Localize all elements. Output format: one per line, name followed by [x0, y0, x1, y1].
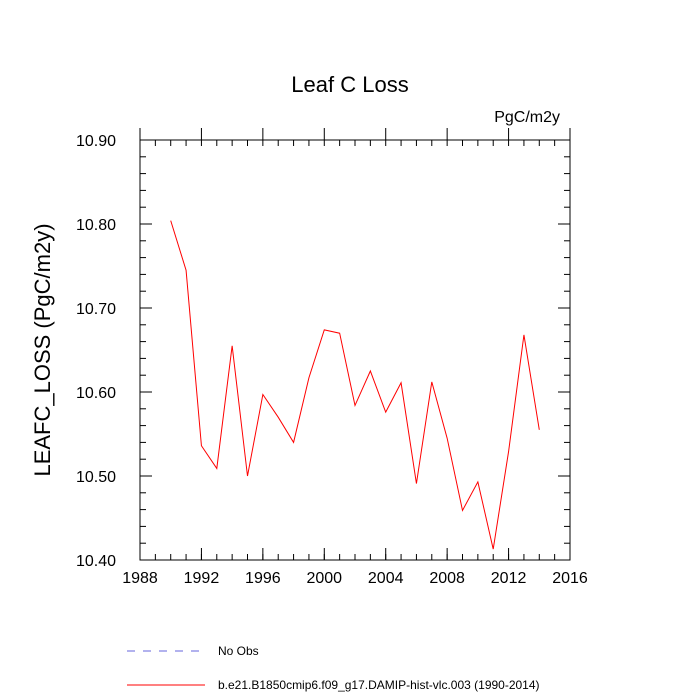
axes: 1988 1992 1996 2000 2004 2008 2012 2016 10.40 10.…: [76, 128, 588, 587]
data-point: [261, 393, 264, 396]
y-tick-label: 10.50: [76, 469, 116, 486]
legend-label: No Obs: [218, 644, 259, 658]
data-point: [338, 332, 341, 335]
x-tick-label: 1992: [184, 570, 220, 587]
series-line: [170, 220, 540, 550]
data-point: [246, 475, 249, 478]
x-tick-label: 2008: [429, 570, 465, 587]
data-point: [215, 467, 218, 470]
units-label: PgC/m2y: [494, 109, 560, 126]
chart-title: Leaf C Loss: [291, 72, 408, 97]
data-point: [476, 480, 479, 483]
data-point: [446, 437, 449, 440]
data-point: [461, 509, 464, 512]
series-layer: [169, 219, 541, 551]
x-tick-label: 2016: [552, 570, 588, 587]
y-tick-label: 10.40: [76, 553, 116, 570]
data-point: [369, 370, 372, 373]
data-point: [492, 548, 495, 551]
data-point: [538, 428, 541, 431]
plot-frame: [139, 139, 571, 561]
x-tick-label: 2004: [368, 570, 404, 587]
y-tick-label: 10.60: [76, 385, 116, 402]
data-point: [200, 444, 203, 447]
data-point: [323, 328, 326, 331]
data-point: [384, 411, 387, 414]
data-point: [307, 376, 310, 379]
data-point: [277, 416, 280, 419]
x-tick-label: 2000: [306, 570, 342, 587]
y-tick-label: 10.70: [76, 301, 116, 318]
data-point: [354, 404, 357, 407]
data-point: [522, 333, 525, 336]
data-point: [415, 482, 418, 485]
data-point: [169, 219, 172, 222]
data-point: [507, 450, 510, 453]
x-tick-label: 2012: [491, 570, 527, 587]
y-tick-label: 10.80: [76, 217, 116, 234]
y-axis-label: LEAFC_LOSS (PgC/m2y): [30, 223, 55, 476]
data-point: [400, 381, 403, 384]
y-tick-label: 10.90: [76, 133, 116, 150]
data-point: [185, 269, 188, 272]
x-tick-label: 1988: [122, 570, 158, 587]
data-point: [292, 441, 295, 444]
x-tick-label: 1996: [245, 570, 281, 587]
data-point: [231, 344, 234, 347]
data-point: [430, 380, 433, 383]
legend-label: b.e21.B1850cmip6.f09_g17.DAMIP-hist-vlc.…: [218, 678, 540, 692]
legend: No Obs b.e21.B1850cmip6.f09_g17.DAMIP-his…: [127, 644, 540, 692]
